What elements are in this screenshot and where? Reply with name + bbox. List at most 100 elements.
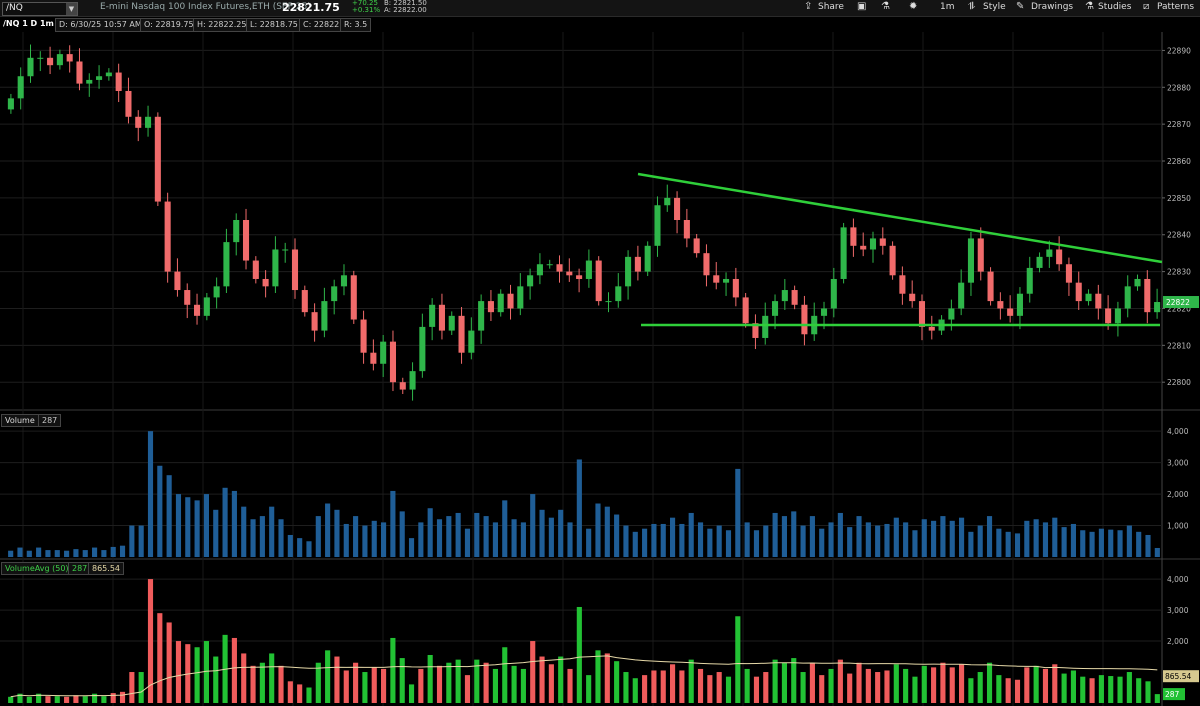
candle-body <box>909 293 916 302</box>
symbol-selector[interactable]: /NQ ▼ <box>2 2 78 16</box>
volume-bar <box>1145 534 1151 557</box>
vavg-bar <box>623 672 629 703</box>
volume-bar <box>893 517 899 557</box>
candle-body <box>948 308 955 320</box>
volume-bar <box>231 490 237 557</box>
candle-body <box>536 264 543 276</box>
vavg-bar <box>278 665 284 703</box>
volume-avg-bars <box>8 579 1160 703</box>
studies-button[interactable]: Studies <box>1098 2 1132 12</box>
patterns-icon[interactable]: ⧄ <box>1143 1 1150 12</box>
volume-bar <box>1098 528 1104 557</box>
vavg-tag-box <box>1163 670 1199 683</box>
candle-body <box>781 290 788 302</box>
vavg-bar <box>138 672 144 703</box>
price-candles <box>7 44 1161 401</box>
candle-body <box>399 382 406 390</box>
candle-body <box>674 197 681 220</box>
info-range: R: 3.5 <box>340 18 372 32</box>
flask-icon[interactable]: ⚗ <box>881 1 890 12</box>
candle-body <box>820 308 828 316</box>
candle-body <box>1016 293 1023 316</box>
vavg-bar <box>688 659 694 703</box>
vavg-bar <box>436 665 443 703</box>
candle-body <box>1114 308 1121 324</box>
volume-bar <box>1024 520 1030 557</box>
volume-bar <box>586 528 592 557</box>
volume-bar <box>175 494 182 557</box>
vavg-bar <box>175 641 182 703</box>
candle-body <box>615 286 622 302</box>
style-button[interactable]: Style <box>983 2 1006 12</box>
price-tick-label: 22860 <box>1167 157 1191 166</box>
candle-body <box>56 54 63 66</box>
chevron-down-icon[interactable]: ▼ <box>66 3 77 15</box>
candle-body <box>1134 278 1141 287</box>
pencil-icon[interactable]: ✎ <box>1016 1 1025 12</box>
candle-body <box>742 297 749 324</box>
volume-bar <box>483 516 489 557</box>
candle-body <box>125 90 132 117</box>
vavg-bar <box>129 672 135 703</box>
vavg-bar <box>371 667 377 703</box>
patterns-button[interactable]: Patterns <box>1157 2 1195 12</box>
candle-body <box>566 271 573 276</box>
candle-body <box>252 260 259 279</box>
vavg-bar <box>17 693 23 703</box>
volume-bar <box>530 494 536 557</box>
volume-bars <box>8 431 1160 557</box>
descending-trendline[interactable] <box>637 172 1163 264</box>
net-change-value: +70.25 <box>352 0 378 7</box>
chart-settings-icon[interactable]: ▣ <box>857 1 867 12</box>
vavg-bar <box>763 672 769 703</box>
vavg-bar <box>931 667 937 703</box>
style-icon[interactable]: ⥮ <box>968 1 976 12</box>
candle-body <box>752 323 759 338</box>
candle-body <box>370 352 377 364</box>
vavg-bar <box>101 696 107 703</box>
vavg-bar <box>325 650 331 703</box>
volume-bar <box>306 541 312 557</box>
drawings-button[interactable]: Drawings <box>1031 2 1074 12</box>
info-close: C: 22822 <box>299 18 344 32</box>
volume-bar <box>632 531 638 557</box>
share-icon[interactable]: ⇪ <box>804 1 813 12</box>
studies-icon[interactable]: ⚗ <box>1085 1 1094 12</box>
vavg-bar <box>231 637 237 703</box>
volume-label: Volume <box>1 414 39 427</box>
volume-bar <box>623 525 629 557</box>
candle-body <box>634 256 641 272</box>
candle-body <box>1007 308 1014 316</box>
volume-bar <box>203 494 209 557</box>
vavg-bar <box>1042 668 1049 703</box>
vavg-bar <box>548 664 554 703</box>
volume-bar <box>959 517 965 557</box>
price-tick-label: 22880 <box>1167 83 1191 92</box>
vavg-bar <box>259 662 265 703</box>
interval-button[interactable]: 1m <box>940 2 955 12</box>
candle-body <box>1056 249 1063 265</box>
volume-bar <box>64 550 70 557</box>
vavg-bar <box>306 687 312 703</box>
vavg-bar <box>1145 681 1151 703</box>
volume-bar <box>26 550 32 557</box>
volume-tick-label: 3,000 <box>1167 459 1189 468</box>
candle-body <box>223 242 230 287</box>
candle-body <box>732 278 739 298</box>
candle-body <box>840 227 847 279</box>
gear-icon[interactable]: ✹ <box>909 1 918 12</box>
volume-bar <box>436 519 443 557</box>
share-button[interactable]: Share <box>818 2 844 12</box>
volume-avg-line-value: 865.54 <box>88 562 124 575</box>
symbol-text: /NQ <box>6 3 23 13</box>
volume-bar <box>147 431 154 557</box>
last-price: 22821.75 <box>282 1 340 14</box>
volume-bar <box>427 508 433 557</box>
candle-body <box>497 293 504 313</box>
candle-body <box>350 275 357 320</box>
vavg-bar <box>940 662 946 703</box>
vavg-bar <box>8 696 14 703</box>
top-toolbar: /NQ ▼ E-mini Nasdaq 100 Index Futures,ET… <box>0 0 1200 17</box>
price-tick-label: 22830 <box>1167 268 1191 277</box>
